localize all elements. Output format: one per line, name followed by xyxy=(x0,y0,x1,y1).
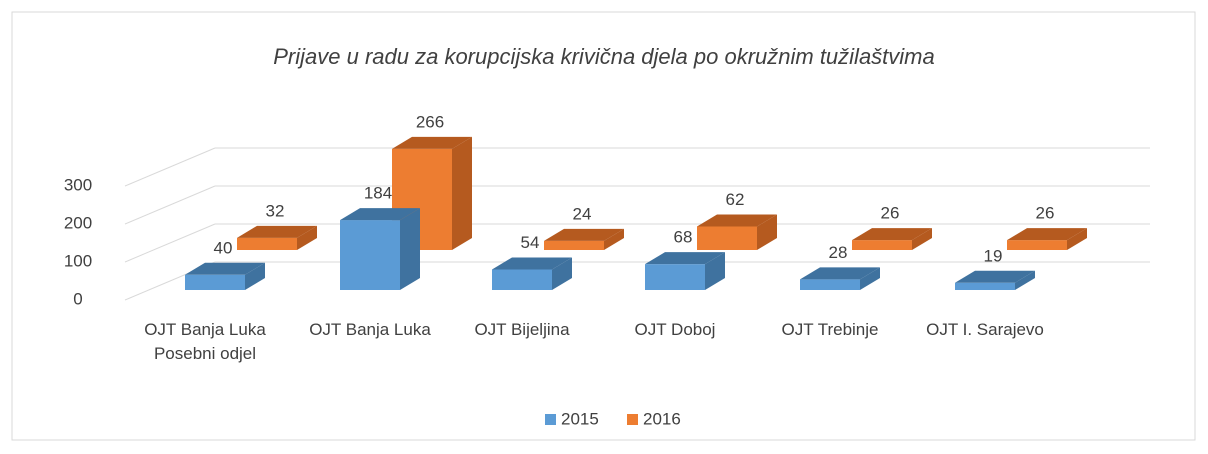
grid-line xyxy=(124,147,216,187)
bar-top xyxy=(185,262,265,275)
bar-side xyxy=(552,257,572,290)
y-tick-label: 300 xyxy=(64,175,92,194)
data-label: 24 xyxy=(573,204,592,223)
x-tick-label: OJT Bijeljina xyxy=(474,320,570,339)
bar-top xyxy=(544,228,624,241)
bar xyxy=(492,269,552,290)
bar xyxy=(237,237,297,250)
bar-side xyxy=(604,228,624,250)
y-tick-label: 200 xyxy=(64,213,92,232)
bar-side xyxy=(912,228,932,250)
bar-top xyxy=(852,228,932,241)
data-label: 26 xyxy=(1036,204,1055,223)
grid-line xyxy=(124,223,216,263)
bar-side xyxy=(1015,270,1035,290)
bar-side xyxy=(860,267,880,290)
data-label: 54 xyxy=(521,233,540,252)
data-label: 32 xyxy=(266,201,285,220)
bar-top xyxy=(800,267,880,280)
bar xyxy=(697,226,757,250)
bar-top xyxy=(392,136,472,149)
chart-title: Prijave u radu za korupcijska krivična d… xyxy=(273,44,935,69)
y-tick-label: 100 xyxy=(64,251,92,270)
data-label: 40 xyxy=(214,238,233,257)
legend-label: 2015 xyxy=(561,409,599,428)
bar xyxy=(1007,240,1067,250)
bar-top xyxy=(1007,228,1087,241)
data-label: 62 xyxy=(726,190,745,209)
bar-side xyxy=(297,225,317,250)
x-tick-label: OJT Banja Luka Posebni odjel xyxy=(144,320,266,363)
bar xyxy=(852,240,912,250)
bar-top xyxy=(237,225,317,238)
legend-label: 2016 xyxy=(643,409,681,428)
x-tick-label: OJT Banja Luka xyxy=(309,320,431,339)
bar xyxy=(185,274,245,290)
data-label: 266 xyxy=(416,112,444,131)
legend-swatch xyxy=(545,414,556,425)
bar xyxy=(645,264,705,290)
grid-line xyxy=(124,185,216,225)
bar-top xyxy=(492,257,572,270)
x-tick-label: OJT Trebinje xyxy=(781,320,879,339)
bar xyxy=(340,220,400,290)
data-label: 184 xyxy=(364,184,392,203)
y-tick-label: 0 xyxy=(73,289,82,308)
bar-side xyxy=(757,214,777,250)
bar-top xyxy=(340,208,420,221)
bar xyxy=(955,282,1015,290)
data-label: 28 xyxy=(829,243,848,262)
bar-side xyxy=(400,208,420,290)
bar-top xyxy=(645,252,725,265)
bar xyxy=(544,240,604,250)
bar-side xyxy=(705,252,725,290)
x-tick-label: OJT Doboj xyxy=(634,320,716,339)
bar-side xyxy=(452,136,472,250)
data-label: 26 xyxy=(881,204,900,223)
data-label: 68 xyxy=(674,228,693,247)
bar-top xyxy=(697,214,777,227)
legend-swatch xyxy=(627,414,638,425)
data-label: 19 xyxy=(984,246,1003,265)
bar-side xyxy=(1067,228,1087,250)
chart-border xyxy=(11,11,1196,441)
bar-side xyxy=(245,262,265,290)
bar-top xyxy=(955,270,1035,283)
bar xyxy=(800,279,860,290)
x-tick-label: OJT I. Sarajevo xyxy=(926,320,1044,339)
